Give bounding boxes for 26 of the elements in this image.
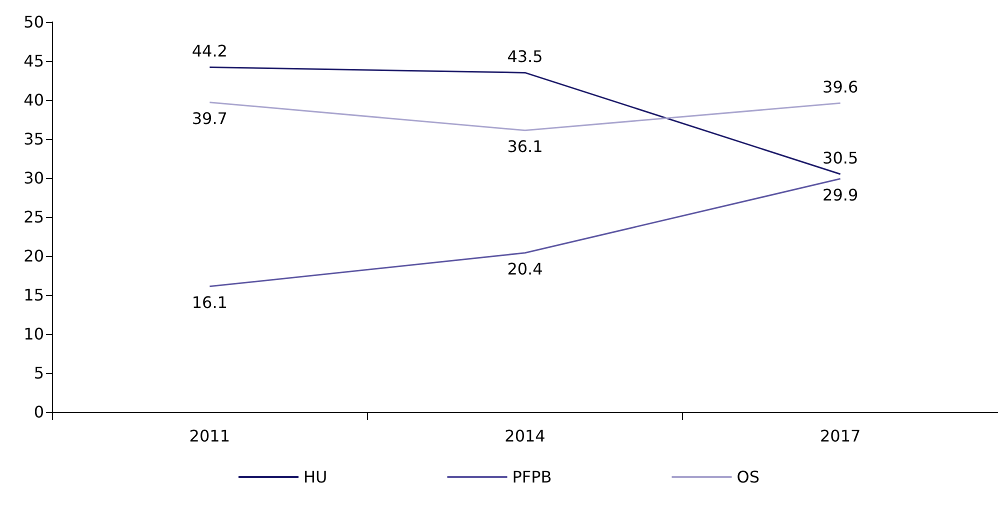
data-label: 30.5 bbox=[822, 148, 858, 168]
y-tick-label: 45 bbox=[24, 52, 44, 70]
y-tick-label: 20 bbox=[24, 246, 44, 266]
y-tick-label: 50 bbox=[24, 12, 44, 32]
x-tick-label: 2011 bbox=[189, 426, 230, 446]
data-label: 29.9 bbox=[822, 185, 858, 204]
x-tick-label: 2014 bbox=[504, 426, 546, 446]
legend-label: OS bbox=[736, 468, 760, 486]
y-tick-label: 0 bbox=[34, 402, 44, 422]
y-tick-label: 30 bbox=[24, 168, 44, 188]
y-tick-label: 40 bbox=[24, 90, 44, 110]
y-tick-label: 35 bbox=[24, 130, 44, 148]
data-label: 39.6 bbox=[822, 78, 858, 97]
y-tick-label: 15 bbox=[24, 286, 44, 304]
legend-label: HU bbox=[304, 468, 328, 486]
data-label: 16.1 bbox=[192, 292, 228, 312]
data-label: 39.7 bbox=[192, 108, 228, 128]
data-label: 36.1 bbox=[507, 136, 543, 156]
data-label: 43.5 bbox=[507, 47, 543, 66]
data-label: 20.4 bbox=[507, 259, 543, 278]
x-tick-label: 2017 bbox=[820, 426, 861, 446]
data-label: 44.2 bbox=[192, 42, 228, 61]
legend-label: PFPB bbox=[512, 468, 552, 486]
y-tick-label: 10 bbox=[24, 324, 44, 344]
y-tick-label: 25 bbox=[24, 208, 44, 226]
y-tick-label: 5 bbox=[34, 364, 44, 382]
